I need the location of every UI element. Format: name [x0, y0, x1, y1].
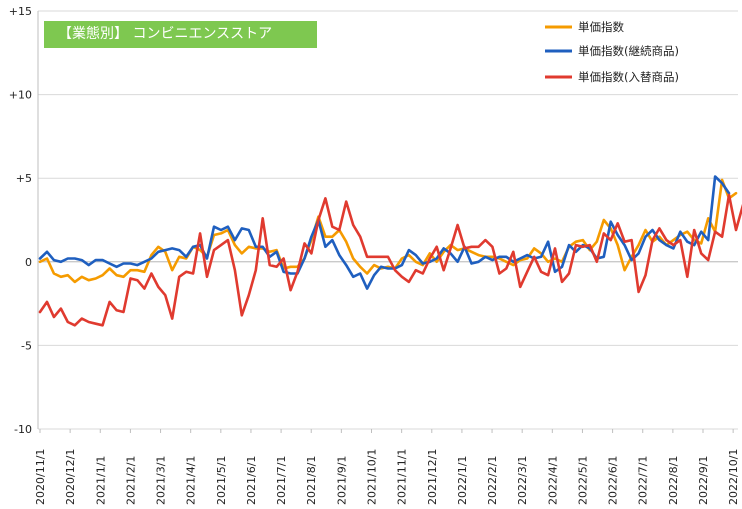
x-tick-label: 2021/5/1 — [215, 456, 228, 505]
series-line-replacement — [38, 193, 742, 327]
category-badge: 【業態別】 コンビニエンスストア — [44, 21, 317, 48]
x-tick-label: 2022/5/1 — [576, 456, 589, 505]
x-tick-label: 2022/1/1 — [456, 456, 469, 505]
series-line-unit-price — [38, 178, 738, 284]
x-tick-label: 2021/12/1 — [426, 449, 439, 505]
y-tick-label: +5 — [16, 172, 32, 185]
x-tick-label: 2022/7/1 — [637, 456, 650, 505]
x-axis-ticks: 2020/11/1 2020/12/1 2021/1/1 2021/2/1 2021/3… — [34, 429, 740, 505]
x-tick-label: 2021/8/1 — [305, 456, 318, 505]
legend-label: 単価指数 — [578, 20, 624, 34]
x-tick-label: 2022/2/1 — [486, 456, 499, 505]
x-tick-label: 2022/8/1 — [667, 456, 680, 505]
x-tick-label: 2020/12/1 — [64, 449, 77, 505]
x-tick-label: 2021/3/1 — [155, 456, 168, 505]
x-tick-label: 2021/1/1 — [94, 456, 107, 505]
x-tick-label: 2022/4/1 — [546, 456, 559, 505]
x-tick-label: 2022/6/1 — [607, 456, 620, 505]
x-tick-label: 2020/11/1 — [34, 449, 47, 505]
x-tick-label: 2022/9/1 — [697, 456, 710, 505]
y-tick-label: 0 — [25, 256, 32, 269]
series-lines — [38, 175, 742, 327]
x-tick-label: 2021/6/1 — [245, 456, 258, 505]
x-tick-label: 2022/3/1 — [516, 456, 529, 505]
y-tick-label: -10 — [14, 423, 32, 436]
x-tick-label: 2021/4/1 — [185, 456, 198, 505]
y-tick-label: +15 — [9, 5, 32, 18]
x-tick-label: 2021/9/1 — [335, 456, 348, 505]
y-tick-label: -5 — [21, 339, 32, 352]
grid-lines — [37, 10, 738, 430]
legend-label: 単価指数(継続商品) — [578, 44, 679, 58]
legend-label: 単価指数(入替商品) — [578, 70, 679, 84]
x-tick-label: 2022/10/1 — [727, 449, 740, 505]
y-tick-label: +10 — [9, 89, 32, 102]
y-axis-ticks: -10 -5 0 +5 +10 +15 — [9, 5, 32, 436]
x-tick-label: 2021/10/1 — [366, 449, 379, 505]
x-tick-label: 2021/2/1 — [124, 456, 137, 505]
x-tick-label: 2021/11/1 — [396, 449, 409, 505]
x-tick-label: 2021/7/1 — [275, 456, 288, 505]
